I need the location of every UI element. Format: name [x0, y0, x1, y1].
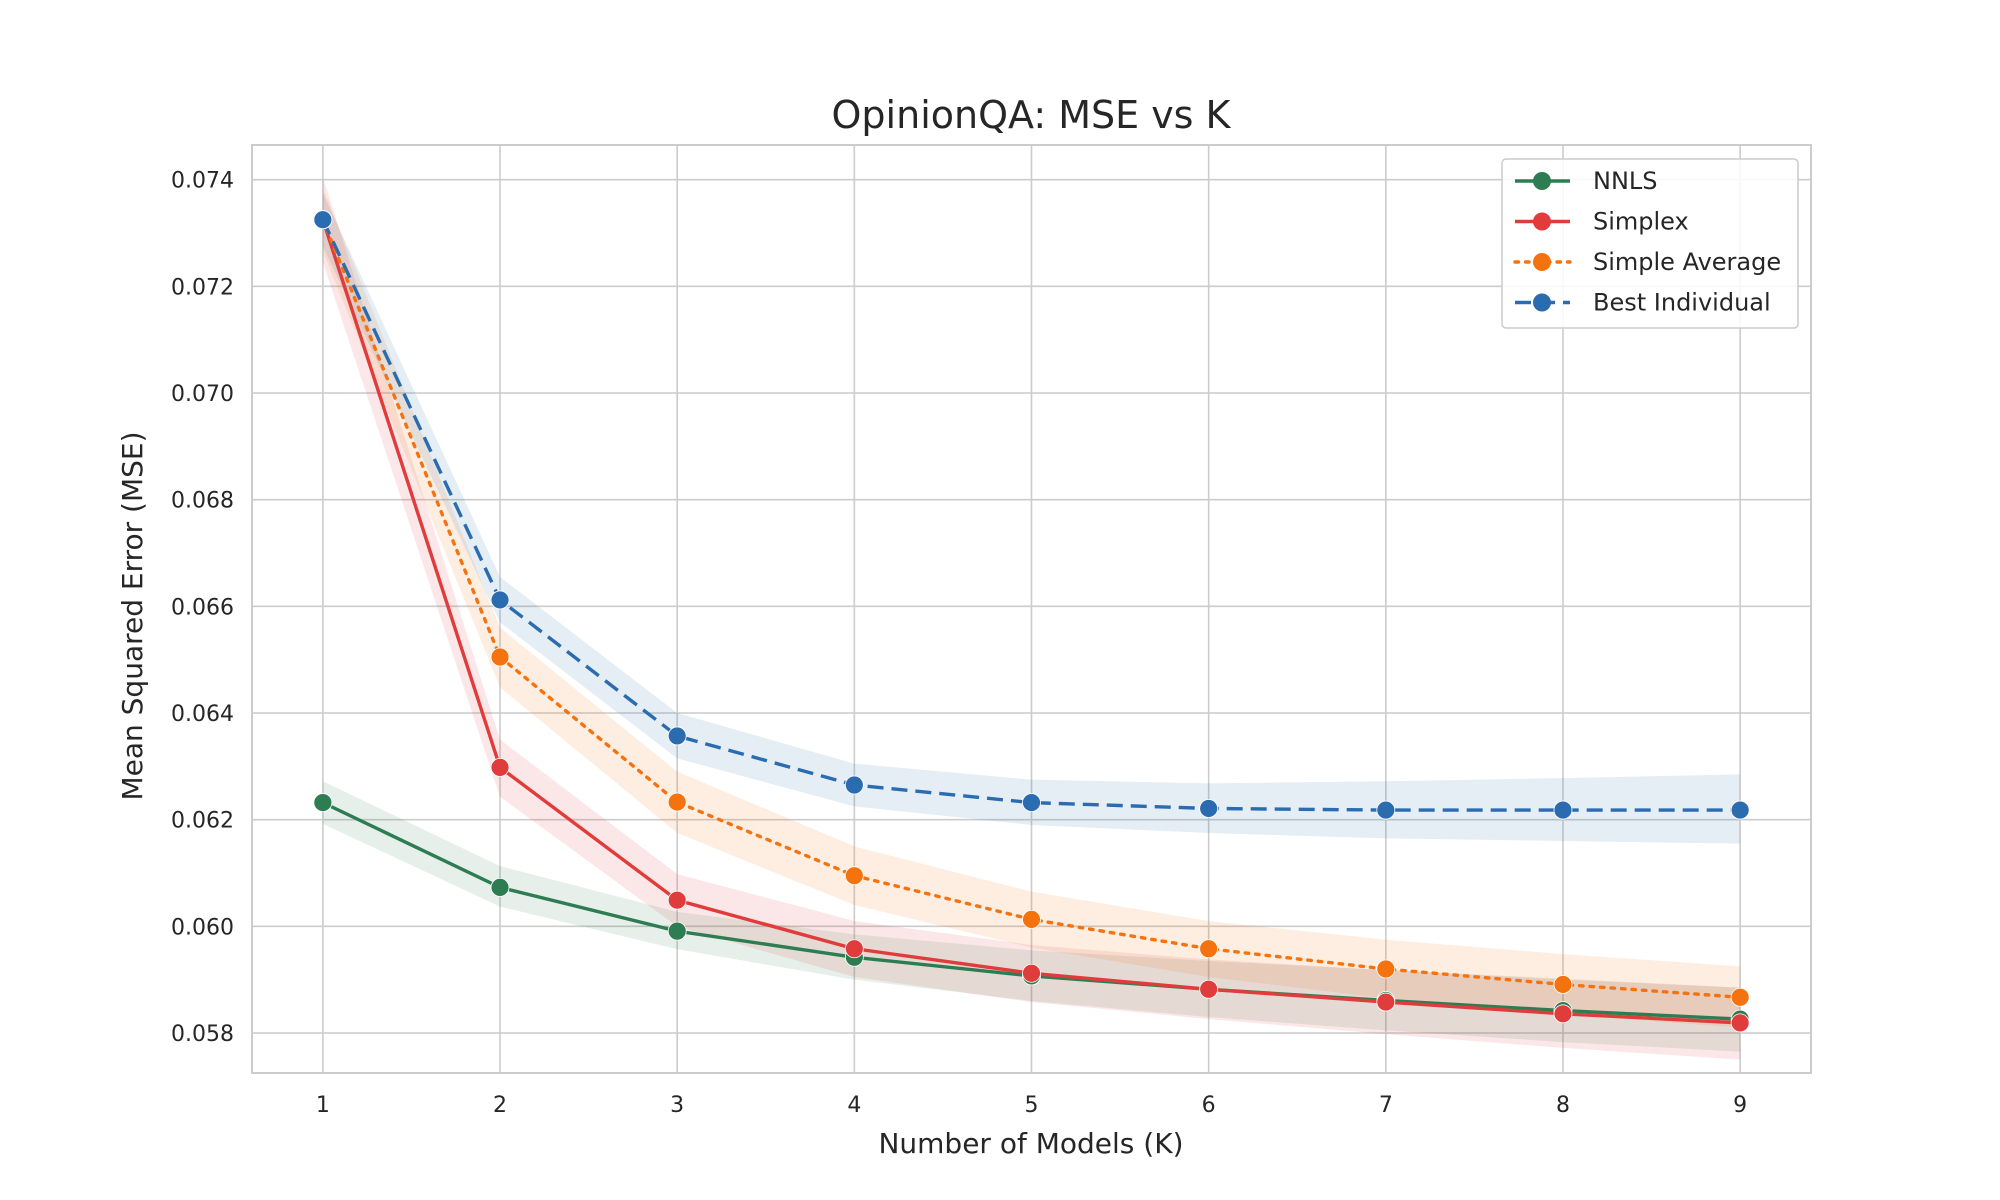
- best-individual-legend-marker: [1533, 293, 1551, 312]
- nnls-point: [490, 878, 510, 897]
- y-tick-label: 0.072: [171, 275, 234, 300]
- simplex-point: [1199, 979, 1219, 999]
- best-individual-confidence-band: [322, 193, 1741, 844]
- simple-average-point: [1730, 987, 1750, 1007]
- simple-average-point: [490, 647, 510, 667]
- confidence-bands: [322, 177, 1741, 1060]
- x-tick-label: 2: [493, 1093, 507, 1118]
- y-tick-label: 0.060: [171, 915, 234, 940]
- y-tick-label: 0.066: [171, 595, 234, 620]
- y-axis-title: Mean Squared Error (MSE): [116, 431, 149, 800]
- legend-item-simple-average: Simple Average: [1513, 248, 1781, 276]
- y-tick-label: 0.064: [171, 702, 234, 727]
- x-axis-title: Number of Models (K): [878, 1127, 1183, 1160]
- legend-item-best-individual: Best Individual: [1515, 289, 1771, 317]
- x-tick-label: 8: [1556, 1093, 1570, 1118]
- best-individual-point: [313, 210, 333, 230]
- simplex-legend-marker: [1533, 212, 1551, 231]
- simplex-point: [844, 939, 864, 959]
- simple-average-point: [844, 866, 864, 886]
- simplex-point: [667, 890, 687, 910]
- chart-title: OpinionQA: MSE vs K: [832, 93, 1232, 137]
- y-tick-label: 0.058: [171, 1022, 234, 1047]
- simple-average-point: [1376, 959, 1396, 979]
- simple-average-point: [1553, 975, 1573, 994]
- best-individual-point: [1376, 800, 1396, 820]
- x-tick-label: 5: [1025, 1093, 1039, 1118]
- nnls-legend-label: NNLS: [1593, 167, 1658, 195]
- series-markers: [313, 210, 1750, 1033]
- y-tick-label: 0.068: [171, 489, 234, 514]
- y-tick-label: 0.074: [171, 169, 234, 194]
- best-individual-line: [321, 218, 1741, 812]
- nnls-legend-marker: [1533, 172, 1551, 190]
- x-tick-label: 6: [1202, 1093, 1216, 1118]
- best-individual-point: [1730, 800, 1750, 820]
- simple-average-confidence-band: [322, 187, 1741, 1028]
- simplex-point: [1553, 1004, 1573, 1024]
- plot-frame: [251, 144, 1812, 1074]
- best-individual-point: [1022, 793, 1041, 812]
- x-tick-label: 1: [316, 1093, 330, 1118]
- simple-average-point: [667, 792, 687, 812]
- nnls-confidence-band: [322, 781, 1741, 1052]
- best-individual-point: [490, 590, 510, 610]
- simplex-legend-label: Simplex: [1593, 208, 1689, 236]
- best-individual-point: [667, 726, 687, 746]
- best-individual-legend-label: Best Individual: [1593, 289, 1771, 317]
- x-tick-label: 3: [670, 1093, 684, 1118]
- y-tick-label: 0.070: [171, 382, 234, 407]
- simple-average-legend-label: Simple Average: [1593, 248, 1781, 276]
- simplex-point: [1376, 992, 1396, 1012]
- y-axis-ticks: 0.058 0.060 0.062 0.064 0.066 0.068 0.070 0.072…: [171, 169, 234, 1047]
- legend-item-simplex: Simplex: [1515, 208, 1689, 236]
- x-tick-label: 7: [1379, 1093, 1393, 1118]
- legend: NNLS Simplex Simple Average Best Individual: [1501, 158, 1799, 329]
- x-tick-label: 9: [1733, 1093, 1747, 1118]
- simple-average-legend-marker: [1533, 253, 1551, 271]
- legend-box: [1501, 158, 1799, 329]
- nnls-point: [313, 793, 333, 812]
- simplex-point: [490, 758, 510, 777]
- simple-average-point: [1022, 910, 1041, 929]
- x-axis-ticks: 1 2 3 4 5 6 7 8 9: [316, 1093, 1747, 1118]
- nnls-point: [667, 921, 687, 941]
- best-individual-point: [1553, 800, 1573, 820]
- legend-item-nnls: NNLS: [1515, 167, 1658, 195]
- simplex-point: [1022, 963, 1041, 983]
- x-tick-label: 4: [847, 1093, 861, 1118]
- simplex-point: [1730, 1013, 1750, 1033]
- y-tick-label: 0.062: [171, 809, 234, 834]
- best-individual-point: [1199, 799, 1219, 818]
- simple-average-point: [1199, 939, 1219, 959]
- best-individual-point: [844, 775, 864, 795]
